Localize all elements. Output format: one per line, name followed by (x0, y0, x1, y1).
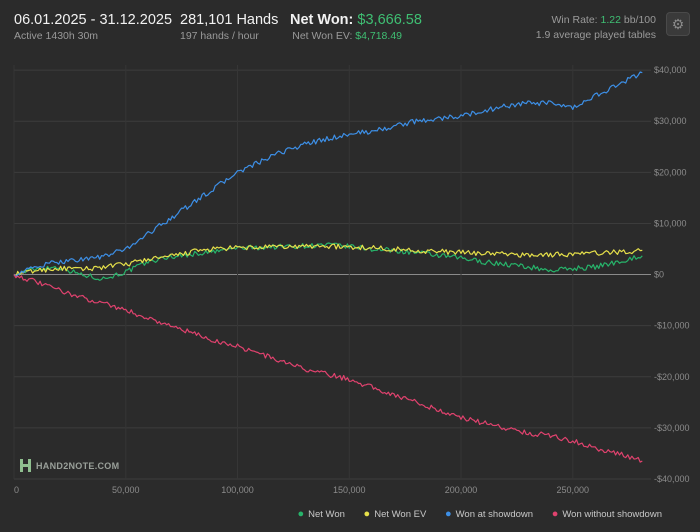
legend-net-won-label: Net Won (308, 509, 345, 520)
legend-net-won[interactable]: ● Net Won (297, 508, 345, 520)
series-line-won-at-showdown (13, 71, 643, 278)
stats-header: 06.01.2025 - 31.12.2025 Active 1430h 30m… (0, 0, 700, 52)
y-tick-label: $0 (654, 270, 664, 280)
y-tick-label: -$40,000 (654, 474, 690, 484)
legend-won-without-showdown-label: Won without showdown (562, 509, 662, 520)
x-tick-label: 0 (14, 485, 19, 495)
y-tick-label: $20,000 (654, 167, 687, 177)
legend-net-won-ev-label: Net Won EV (374, 509, 427, 520)
active-time: Active 1430h 30m (14, 30, 99, 42)
date-range[interactable]: 06.01.2025 - 31.12.2025 (14, 12, 173, 28)
hand2note-logo-icon (20, 459, 31, 472)
win-rate-unit: bb/100 (623, 14, 656, 26)
win-rate: Win Rate: 1.22 bb/100 (536, 14, 656, 26)
x-tick-label: 200,000 (445, 485, 478, 495)
net-won-ev-label: Net Won EV: (292, 30, 353, 42)
win-rate-block: Win Rate: 1.22 bb/100 1.9 average played… (536, 14, 656, 41)
average-tables: 1.9 average played tables (535, 29, 656, 41)
net-won-ev: Net Won EV: $4,718.49 (290, 30, 402, 42)
legend-net-won-ev[interactable]: ● Net Won EV (363, 508, 427, 520)
logo-text: HAND2NOTE.COM (36, 460, 120, 471)
net-won-ev-value: $4,718.49 (355, 30, 402, 42)
hands-block: 281,101 Hands 197 hands / hour (180, 12, 278, 42)
x-tick-label: 50,000 (112, 485, 140, 495)
net-won-label: Net Won: (290, 12, 354, 28)
x-tick-label: 250,000 (556, 485, 589, 495)
y-tick-label: -$10,000 (654, 321, 690, 331)
net-won: Net Won: $3,666.58 (290, 12, 422, 28)
chart-legend: ● Net Won ● Net Won EV ● Won at showdown ● W… (281, 508, 662, 520)
date-range-block: 06.01.2025 - 31.12.2025 Active 1430h 30m (14, 12, 172, 42)
y-tick-label: -$30,000 (654, 423, 690, 433)
y-tick-label: -$20,000 (654, 372, 690, 382)
hands-per-hour: 197 hands / hour (180, 30, 259, 42)
win-rate-value: 1.22 (600, 14, 621, 26)
legend-won-at-showdown-label: Won at showdown (455, 509, 534, 520)
legend-won-at-showdown[interactable]: ● Won at showdown (444, 508, 534, 520)
hands-count: 281,101 Hands (180, 12, 279, 28)
x-tick-label: 100,000 (221, 485, 254, 495)
series-line-won-without-showdown (13, 274, 643, 463)
y-tick-label: $40,000 (654, 65, 687, 75)
legend-won-without-showdown[interactable]: ● Won without showdown (551, 508, 662, 520)
series-line-net-won (13, 242, 643, 281)
net-won-chart: $40,000 $30,000 $20,000 $10,000 $0 -$10,000 -$… (13, 65, 690, 495)
net-won-block: Net Won: $3,666.58 Net Won EV: $4,718.49 (290, 12, 422, 42)
y-tick-label: $30,000 (654, 116, 687, 126)
y-tick-label: $10,000 (654, 218, 687, 228)
win-rate-label: Win Rate: (551, 14, 598, 26)
series-line-net-won-ev (13, 243, 643, 278)
hand2note-logo: HAND2NOTE.COM (20, 459, 119, 472)
x-tick-label: 150,000 (333, 485, 366, 495)
gear-icon[interactable]: ⚙ (666, 12, 690, 36)
net-won-value: $3,666.58 (357, 12, 422, 28)
